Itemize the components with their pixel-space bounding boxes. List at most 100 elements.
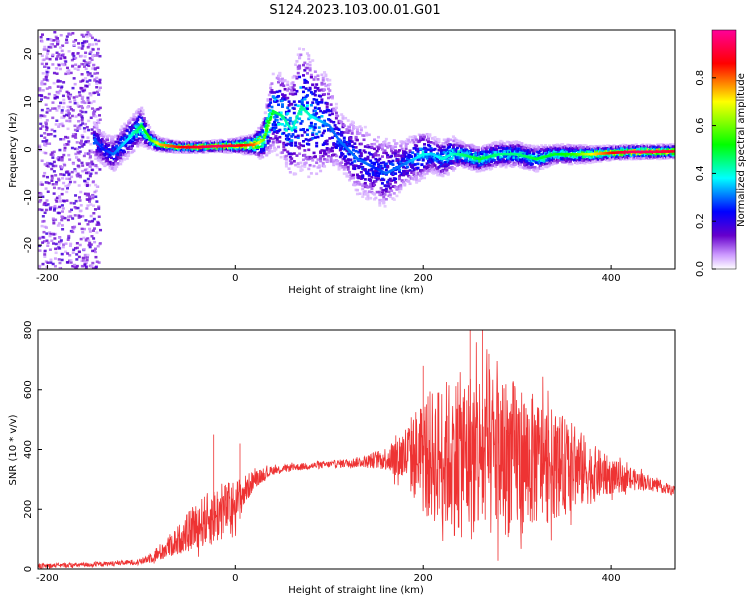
heatmap-cell xyxy=(420,163,424,166)
heatmap-cell xyxy=(344,155,348,158)
heatmap-cell xyxy=(476,148,480,152)
heatmap-cell xyxy=(69,259,73,262)
heatmap-cell xyxy=(350,140,354,143)
heatmap-cell xyxy=(445,149,449,152)
heatmap-cell xyxy=(371,155,375,159)
heatmap-cell xyxy=(88,241,92,245)
heatmap-cell xyxy=(520,142,524,145)
heatmap-cell xyxy=(90,107,94,110)
heatmap-cell xyxy=(378,201,382,205)
heatmap-cell xyxy=(376,153,380,157)
heatmap-cell xyxy=(263,111,267,114)
heatmap-cell xyxy=(319,159,323,163)
heatmap-cell xyxy=(140,106,144,110)
heatmap-cell xyxy=(80,116,84,120)
heatmap-cell xyxy=(286,83,290,87)
heatmap-cell xyxy=(49,207,53,210)
heatmap-cell xyxy=(83,179,87,183)
heatmap-cell xyxy=(98,86,102,89)
heatmap-cell xyxy=(56,196,60,200)
heatmap-cell xyxy=(324,84,328,88)
heatmap-cell xyxy=(94,164,98,167)
heatmap-cell xyxy=(398,154,402,158)
heatmap-cell xyxy=(80,42,84,45)
heatmap-cell xyxy=(261,155,265,159)
heatmap-cell xyxy=(379,186,383,190)
heatmap-cell xyxy=(140,138,144,142)
heatmap-cell xyxy=(134,135,138,138)
heatmap-cell xyxy=(378,157,382,161)
heatmap-cell xyxy=(353,183,357,187)
heatmap-cell xyxy=(512,140,516,144)
heatmap-cell xyxy=(142,116,146,120)
heatmap-cell xyxy=(363,158,367,162)
heatmap-cell xyxy=(278,72,282,76)
heatmap-cell xyxy=(90,235,94,238)
heatmap-cell xyxy=(54,35,58,39)
heatmap-cell xyxy=(327,154,331,158)
heatmap-cell xyxy=(395,194,399,198)
heatmap-cell xyxy=(292,83,296,87)
heatmap-cell xyxy=(137,137,141,141)
heatmap-cell xyxy=(305,101,309,104)
heatmap-cell xyxy=(85,167,89,171)
heatmap-cell xyxy=(72,54,76,58)
heatmap-cell xyxy=(511,149,515,152)
heatmap-cell xyxy=(215,148,219,152)
heatmap-cell xyxy=(66,218,70,222)
heatmap-cell xyxy=(308,67,312,70)
heatmap-cell xyxy=(547,144,551,148)
heatmap-cell xyxy=(86,163,90,167)
heatmap-cell xyxy=(90,36,94,40)
heatmap-cell xyxy=(95,54,99,57)
heatmap-cell xyxy=(375,190,379,194)
heatmap-cell xyxy=(346,165,350,169)
heatmap-cell xyxy=(38,237,42,240)
heatmap-cell xyxy=(59,200,63,203)
heatmap-cell xyxy=(144,122,148,126)
heatmap-cell xyxy=(398,177,402,181)
heatmap-cell xyxy=(302,48,306,51)
heatmap-cell xyxy=(70,146,74,150)
heatmap-cell xyxy=(383,193,387,196)
heatmap-cell xyxy=(59,239,63,242)
heatmap-cell xyxy=(305,72,309,75)
heatmap-cell xyxy=(73,101,77,105)
heatmap-cell xyxy=(290,135,294,138)
heatmap-cell xyxy=(41,262,45,266)
heatmap-cell xyxy=(350,129,354,133)
heatmap-cell xyxy=(480,162,484,166)
heatmap-cell xyxy=(358,175,362,178)
heatmap-cell xyxy=(257,126,261,130)
heatmap-cell xyxy=(41,195,45,199)
heatmap-cell xyxy=(388,193,392,197)
heatmap-cell xyxy=(379,161,383,165)
heatmap-cell xyxy=(63,163,67,167)
heatmap-cell xyxy=(469,166,473,170)
heatmap-cell xyxy=(249,146,253,150)
heatmap-cell xyxy=(90,132,94,135)
heatmap-cell xyxy=(83,253,87,257)
heatmap-cell xyxy=(445,158,449,161)
heatmap-cell xyxy=(421,138,425,141)
heatmap-cell xyxy=(51,116,55,120)
heatmap-cell xyxy=(346,140,350,144)
heatmap-cell xyxy=(87,139,91,143)
heatmap-cell xyxy=(72,57,76,60)
heatmap-cell xyxy=(89,93,93,97)
heatmap-cell xyxy=(300,98,304,102)
heatmap-cell xyxy=(45,161,49,165)
heatmap-cell xyxy=(85,183,89,187)
heatmap-cell xyxy=(53,237,57,240)
heatmap-cell xyxy=(85,198,89,201)
heatmap-cell xyxy=(61,53,65,56)
heatmap-cell xyxy=(373,142,377,146)
heatmap-cell xyxy=(296,136,300,139)
heatmap-cell xyxy=(64,143,68,146)
heatmap-cell xyxy=(107,134,111,138)
heatmap-cell xyxy=(417,179,421,182)
heatmap-cell xyxy=(44,140,48,143)
heatmap-cell xyxy=(78,127,82,130)
heatmap-cell xyxy=(453,167,457,170)
heatmap-cell xyxy=(280,93,284,96)
